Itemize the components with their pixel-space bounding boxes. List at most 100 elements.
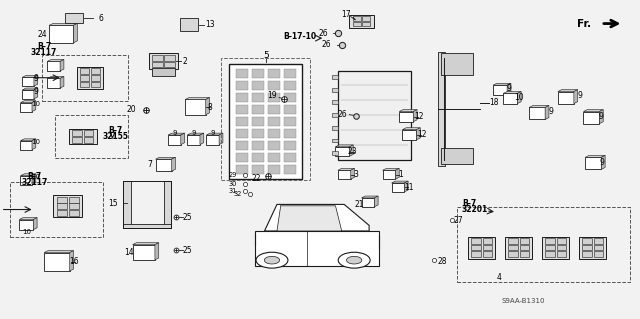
Bar (483, 238, 492, 244)
Text: B-7: B-7 (462, 199, 476, 208)
Polygon shape (558, 90, 578, 92)
Bar (438, 51, 445, 166)
Bar (268, 165, 280, 174)
Bar (72, 137, 82, 143)
Bar (284, 69, 296, 78)
Bar (20, 141, 32, 150)
Text: 22: 22 (252, 174, 261, 183)
Bar (187, 135, 200, 145)
Bar (72, 130, 82, 136)
Text: 9: 9 (33, 87, 38, 96)
Bar (22, 77, 34, 86)
Text: 16: 16 (69, 257, 79, 266)
Bar (332, 138, 337, 142)
Bar (236, 93, 248, 102)
Polygon shape (349, 145, 353, 156)
Text: 29: 29 (228, 172, 237, 178)
Polygon shape (602, 155, 605, 169)
Polygon shape (374, 196, 378, 207)
Polygon shape (20, 101, 36, 103)
Bar (284, 165, 296, 174)
Bar (268, 93, 280, 102)
Text: 26: 26 (318, 29, 328, 38)
Bar (124, 181, 131, 228)
Polygon shape (49, 23, 77, 25)
Polygon shape (338, 168, 355, 170)
Bar (582, 251, 592, 257)
Text: B-7: B-7 (109, 126, 123, 135)
Bar (586, 157, 602, 169)
Bar (42, 55, 129, 101)
Bar (53, 195, 82, 218)
Bar (338, 170, 351, 179)
Text: 3: 3 (353, 170, 358, 179)
Polygon shape (413, 110, 417, 122)
Bar (206, 135, 219, 145)
Circle shape (338, 252, 370, 268)
Bar (458, 207, 630, 282)
Text: 9: 9 (598, 112, 604, 121)
Bar (508, 238, 518, 244)
Bar (520, 245, 529, 250)
Bar (91, 75, 99, 81)
Text: 7: 7 (148, 160, 153, 169)
Polygon shape (32, 139, 36, 150)
Text: 10: 10 (22, 229, 31, 234)
Bar (152, 62, 163, 67)
Text: B-17-10: B-17-10 (284, 32, 317, 41)
Text: 32117: 32117 (31, 48, 58, 57)
Polygon shape (396, 168, 399, 179)
Text: 1: 1 (398, 170, 403, 179)
Bar (164, 55, 175, 61)
Bar (483, 251, 492, 257)
Bar (252, 105, 264, 114)
Polygon shape (60, 77, 64, 88)
Polygon shape (74, 23, 77, 43)
Bar (545, 238, 555, 244)
Bar (236, 141, 248, 150)
Bar (156, 159, 172, 171)
Polygon shape (529, 106, 549, 108)
Text: 18: 18 (489, 99, 499, 108)
Bar (362, 198, 374, 207)
Polygon shape (20, 139, 36, 141)
Polygon shape (19, 218, 37, 219)
Polygon shape (32, 101, 36, 112)
Bar (221, 58, 310, 180)
Text: 26: 26 (322, 40, 332, 49)
Polygon shape (200, 133, 204, 145)
Text: 13: 13 (205, 20, 215, 29)
Text: 9: 9 (600, 158, 605, 167)
Polygon shape (34, 88, 38, 99)
Bar (557, 238, 566, 244)
Bar (529, 108, 545, 120)
Bar (362, 16, 371, 21)
Bar (47, 62, 60, 71)
Polygon shape (132, 243, 159, 245)
Bar (332, 88, 337, 92)
Bar (505, 236, 532, 259)
Text: 9: 9 (211, 130, 215, 136)
Text: 31: 31 (228, 188, 237, 194)
Text: 24: 24 (37, 30, 47, 39)
Bar (471, 251, 481, 257)
Bar (229, 64, 303, 179)
Polygon shape (180, 133, 184, 145)
Polygon shape (22, 75, 38, 77)
Bar (508, 251, 518, 257)
Polygon shape (517, 92, 521, 104)
Bar (284, 152, 296, 162)
Bar (471, 245, 481, 250)
Bar (56, 210, 67, 216)
Bar (268, 105, 280, 114)
Polygon shape (600, 110, 604, 123)
Bar (594, 245, 604, 250)
Text: 11: 11 (404, 183, 414, 192)
Text: 20: 20 (127, 105, 136, 114)
Polygon shape (44, 251, 74, 253)
Bar (84, 130, 93, 136)
Text: Fr.: Fr. (577, 19, 591, 29)
Bar (236, 129, 248, 138)
Text: 32155: 32155 (102, 132, 129, 141)
Bar (68, 204, 79, 209)
